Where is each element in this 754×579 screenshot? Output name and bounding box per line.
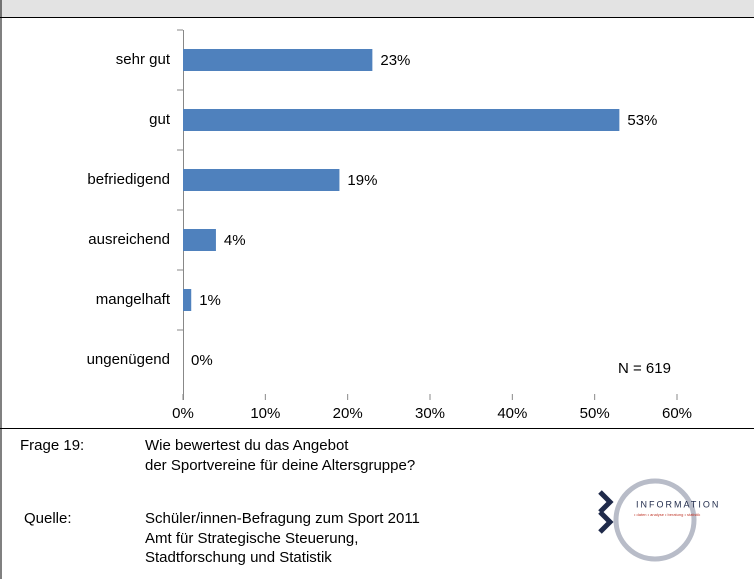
bar xyxy=(183,49,373,71)
x-tick-label: 50% xyxy=(580,405,610,422)
bar xyxy=(183,289,192,311)
source-line: Amt für Strategische Steuerung, xyxy=(145,530,358,547)
logo-text: INFORMATION xyxy=(636,499,720,509)
logo: INFORMATION • daten • analyse • beratung… xyxy=(598,478,720,562)
x-tick-label: 60% xyxy=(662,405,692,422)
value-label: 4% xyxy=(224,232,246,249)
source-line: Stadtforschung und Statistik xyxy=(145,549,332,566)
logo-tagline: • daten • analyse • beratung • statistik xyxy=(634,512,700,517)
value-label: 23% xyxy=(380,52,410,69)
value-label: 19% xyxy=(347,172,377,189)
y-tick-label: gut xyxy=(149,111,171,128)
value-label: 0% xyxy=(191,352,213,369)
logo-chevron xyxy=(598,490,614,514)
y-tick-label: befriedigend xyxy=(87,171,170,188)
value-label: 53% xyxy=(627,112,657,129)
logo-chevron xyxy=(598,510,614,534)
logo-ring xyxy=(613,478,697,562)
source-label: Quelle: xyxy=(24,510,72,527)
y-tick-label: mangelhaft xyxy=(96,291,171,308)
y-tick-label: ungenügend xyxy=(87,351,170,368)
x-tick-label: 20% xyxy=(333,405,363,422)
n-annotation: N = 619 xyxy=(618,360,671,377)
x-tick-label: 30% xyxy=(415,405,445,422)
y-tick-label: sehr gut xyxy=(116,51,171,68)
y-tick-label: ausreichend xyxy=(88,231,170,248)
x-tick-label: 0% xyxy=(172,405,194,422)
question-line: der Sportvereine für deine Altersgruppe? xyxy=(145,457,415,474)
bar xyxy=(183,109,620,131)
top-band xyxy=(0,0,754,17)
bar xyxy=(183,169,340,191)
bar xyxy=(183,229,216,251)
x-tick-label: 10% xyxy=(250,405,280,422)
question-label: Frage 19: xyxy=(20,437,84,454)
x-tick-label: 40% xyxy=(497,405,527,422)
question-line: Wie bewertest du das Angebot xyxy=(145,437,349,454)
source-line: Schüler/innen-Befragung zum Sport 2011 xyxy=(145,510,420,527)
value-label: 1% xyxy=(199,292,221,309)
